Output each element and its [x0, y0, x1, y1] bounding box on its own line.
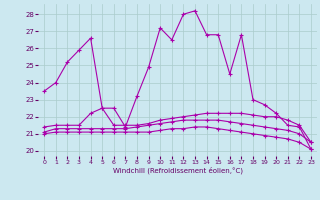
X-axis label: Windchill (Refroidissement éolien,°C): Windchill (Refroidissement éolien,°C): [113, 167, 243, 174]
